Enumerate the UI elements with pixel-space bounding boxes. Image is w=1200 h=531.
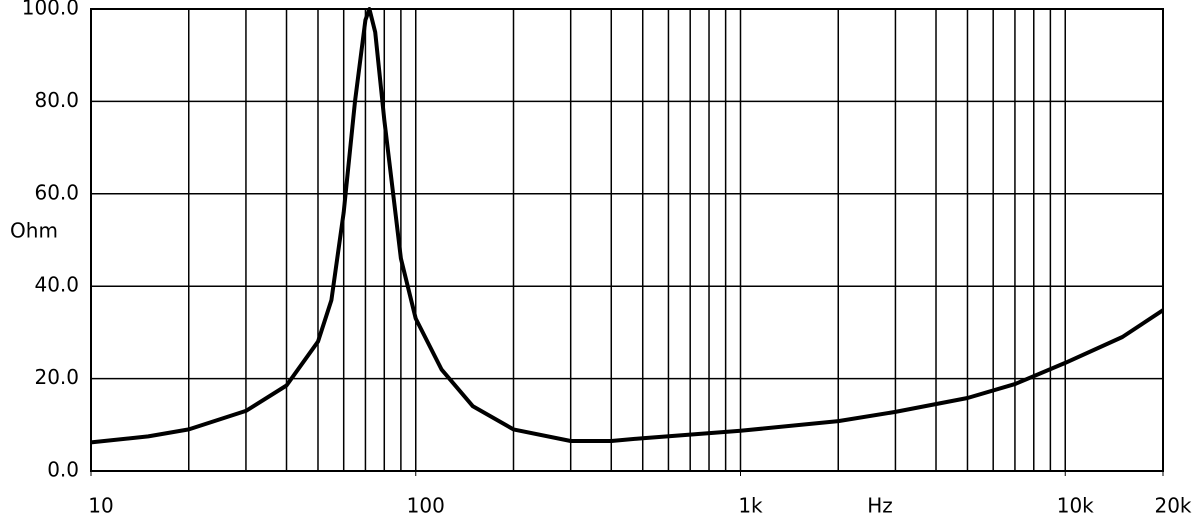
y-tick-label: 100.0 xyxy=(22,0,79,20)
y-tick-label: 80.0 xyxy=(34,88,79,112)
x-tick-label: 20k xyxy=(1154,494,1191,518)
x-tick-label: 10k xyxy=(1057,494,1094,518)
x-axis-label: Hz xyxy=(867,494,893,518)
x-tick-label: 100 xyxy=(407,494,445,518)
y-tick-label: 40.0 xyxy=(34,273,79,297)
y-tick-label: 20.0 xyxy=(34,365,79,389)
y-tick-label: 0.0 xyxy=(47,458,79,482)
x-tick-label: 1k xyxy=(738,494,763,518)
plot-frame xyxy=(90,8,1164,472)
x-tick-label: 10 xyxy=(88,494,113,518)
y-axis-label: Ohm xyxy=(10,219,58,243)
impedance-line xyxy=(90,7,1165,445)
y-tick-label: 60.0 xyxy=(34,180,79,204)
